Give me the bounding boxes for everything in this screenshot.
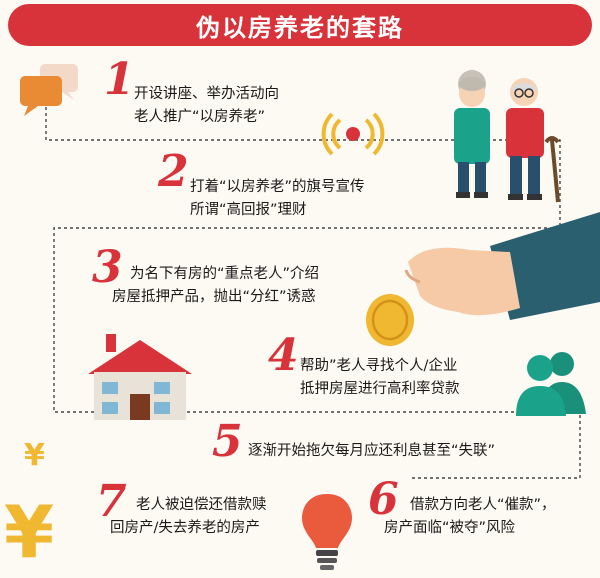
step-number-3: 3 xyxy=(92,242,123,293)
step-6-text: 借款方向老人“催款”， 房产面临“被夺”风险 xyxy=(384,497,556,536)
house-icon xyxy=(88,334,192,420)
step-number-6: 6 xyxy=(368,474,399,525)
step-number-1: 1 xyxy=(104,54,135,105)
step-number-7: 7 xyxy=(96,476,127,527)
chat-bubbles-icon xyxy=(20,64,78,116)
step-5-text: 逐渐开始拖欠每月应还利息甚至“失联” xyxy=(248,443,496,459)
step-7-text: 老人被迫偿还借款赎 回房产/失去养老的房产 xyxy=(110,497,267,536)
page-title: 伪以房养老的套路 xyxy=(8,4,592,46)
lightbulb-icon xyxy=(302,494,352,570)
elderly-couple-icon xyxy=(454,70,560,203)
step-number-4: 4 xyxy=(268,330,299,381)
step-1-text: 开设讲座、举办活动向 老人推广“以房养老” xyxy=(134,86,279,125)
step-number-5: 5 xyxy=(212,416,243,467)
step-number-2: 2 xyxy=(158,146,189,197)
step-2-text: 打着“以房养老”的旗号宣传 所谓“高回报”理财 xyxy=(190,179,365,218)
yen-icon: ¥ xyxy=(4,490,55,574)
yen-small-icon: ¥ xyxy=(24,438,45,473)
step-4-text: 帮助”老人寻找个人/企业 抵押房屋进行高利率贷款 xyxy=(300,358,460,397)
hand-coin-icon xyxy=(366,212,600,346)
step-3-text: 为名下有房的“重点老人”介绍 房屋抵押产品，抛出“分红”诱惑 xyxy=(112,266,320,305)
signal-icon xyxy=(321,112,385,156)
people-icon xyxy=(516,352,586,416)
